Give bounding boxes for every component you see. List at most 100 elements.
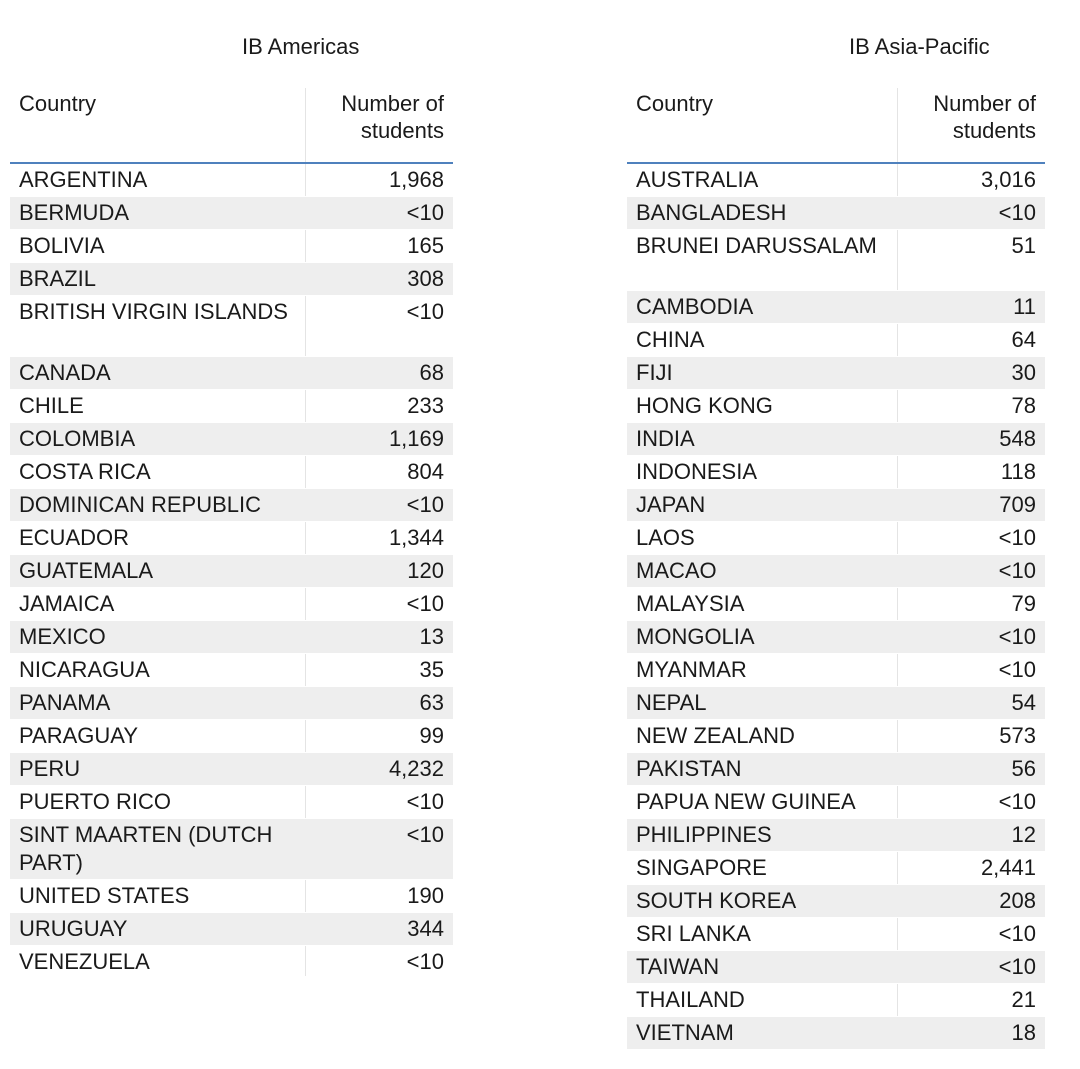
students-cell: 3,016 xyxy=(897,163,1045,197)
students-cell: 56 xyxy=(897,752,1045,786)
students-cell: <10 xyxy=(897,620,1045,654)
country-cell: BRUNEI DARUSSALAM xyxy=(627,229,897,291)
country-cell: PERU xyxy=(10,752,305,786)
students-cell: 1,344 xyxy=(305,521,453,555)
students-cell: 1,169 xyxy=(305,422,453,456)
students-cell: 308 xyxy=(305,262,453,296)
country-cell: VIETNAM xyxy=(627,1016,897,1050)
students-cell: 190 xyxy=(305,879,453,913)
students-table-americas: Country Number of students ARGENTINA 1,96… xyxy=(10,88,453,979)
country-cell: THAILAND xyxy=(627,983,897,1017)
students-cell: <10 xyxy=(897,950,1045,984)
table-row: ARGENTINA 1,968 xyxy=(10,163,453,197)
country-cell: PANAMA xyxy=(10,686,305,720)
country-cell: AUSTRALIA xyxy=(627,163,897,197)
table-row: MONGOLIA <10 xyxy=(627,620,1045,654)
table-header-row: Country Number of students xyxy=(627,88,1045,164)
country-cell: COLOMBIA xyxy=(10,422,305,456)
students-cell: 208 xyxy=(897,884,1045,918)
country-cell: BOLIVIA xyxy=(10,229,305,263)
students-cell: 804 xyxy=(305,455,453,489)
country-cell: BANGLADESH xyxy=(627,196,897,230)
country-cell: NEW ZEALAND xyxy=(627,719,897,753)
table-row: SRI LANKA <10 xyxy=(627,917,1045,951)
students-cell: <10 xyxy=(897,653,1045,687)
table-row: INDIA 548 xyxy=(627,422,1045,456)
students-cell: 2,441 xyxy=(897,851,1045,885)
table-row: BOLIVIA 165 xyxy=(10,229,453,263)
students-cell: 18 xyxy=(897,1016,1045,1050)
country-cell: LAOS xyxy=(627,521,897,555)
students-cell: 13 xyxy=(305,620,453,654)
table-row: THAILAND 21 xyxy=(627,983,1045,1017)
table-row: TAIWAN <10 xyxy=(627,950,1045,984)
students-cell: 548 xyxy=(897,422,1045,456)
students-cell: <10 xyxy=(305,945,453,979)
country-cell: SINT MAARTEN (DUTCH PART) xyxy=(10,818,305,880)
country-cell: INDONESIA xyxy=(627,455,897,489)
table-row: CAMBODIA 11 xyxy=(627,290,1045,324)
students-cell: <10 xyxy=(897,917,1045,951)
country-cell: CHINA xyxy=(627,323,897,357)
table-row: NEPAL 54 xyxy=(627,686,1045,720)
students-cell: <10 xyxy=(305,295,453,357)
table-row: BERMUDA <10 xyxy=(10,196,453,230)
table-row: BRITISH VIRGIN ISLANDS <10 xyxy=(10,295,453,357)
country-cell: PAPUA NEW GUINEA xyxy=(627,785,897,819)
table-row: PUERTO RICO <10 xyxy=(10,785,453,819)
table-row: BRUNEI DARUSSALAM 51 xyxy=(627,229,1045,291)
students-cell: 118 xyxy=(897,455,1045,489)
column-header-country: Country xyxy=(10,88,305,164)
students-cell: <10 xyxy=(305,785,453,819)
table-row: JAMAICA <10 xyxy=(10,587,453,621)
table-row: URUGUAY 344 xyxy=(10,912,453,946)
table-row: MALAYSIA 79 xyxy=(627,587,1045,621)
country-cell: MEXICO xyxy=(10,620,305,654)
country-cell: BERMUDA xyxy=(10,196,305,230)
table-row: CHILE 233 xyxy=(10,389,453,423)
students-cell: 344 xyxy=(305,912,453,946)
students-cell: <10 xyxy=(897,554,1045,588)
country-cell: BRAZIL xyxy=(10,262,305,296)
table-row: UNITED STATES 190 xyxy=(10,879,453,913)
table-row: FIJI 30 xyxy=(627,356,1045,390)
students-cell: 63 xyxy=(305,686,453,720)
country-cell: JAPAN xyxy=(627,488,897,522)
table-row: VENEZUELA <10 xyxy=(10,945,453,979)
students-cell: 51 xyxy=(897,229,1045,291)
students-cell: 12 xyxy=(897,818,1045,852)
students-cell: 35 xyxy=(305,653,453,687)
region-title: IB Asia-Pacific xyxy=(849,34,990,59)
country-cell: BRITISH VIRGIN ISLANDS xyxy=(10,295,305,357)
column-header-students: Number of students xyxy=(305,88,453,164)
table-row: BANGLADESH <10 xyxy=(627,196,1045,230)
country-cell: VENEZUELA xyxy=(10,945,305,979)
country-cell: GUATEMALA xyxy=(10,554,305,588)
students-cell: 54 xyxy=(897,686,1045,720)
students-cell: <10 xyxy=(897,785,1045,819)
country-cell: ARGENTINA xyxy=(10,163,305,197)
table-row: JAPAN 709 xyxy=(627,488,1045,522)
table-row: SOUTH KOREA 208 xyxy=(627,884,1045,918)
table-row: NICARAGUA 35 xyxy=(10,653,453,687)
country-cell: URUGUAY xyxy=(10,912,305,946)
country-cell: INDIA xyxy=(627,422,897,456)
table-row: ECUADOR 1,344 xyxy=(10,521,453,555)
table-row: SINGAPORE 2,441 xyxy=(627,851,1045,885)
table-row: AUSTRALIA 3,016 xyxy=(627,163,1045,197)
country-cell: JAMAICA xyxy=(10,587,305,621)
students-cell: 21 xyxy=(897,983,1045,1017)
table-row: PANAMA 63 xyxy=(10,686,453,720)
table-row: HONG KONG 78 xyxy=(627,389,1045,423)
table-row: COLOMBIA 1,169 xyxy=(10,422,453,456)
country-cell: NEPAL xyxy=(627,686,897,720)
country-cell: UNITED STATES xyxy=(10,879,305,913)
country-cell: HONG KONG xyxy=(627,389,897,423)
column-header-country: Country xyxy=(627,88,897,164)
students-cell: 79 xyxy=(897,587,1045,621)
table-row: VIETNAM 18 xyxy=(627,1016,1045,1050)
table-row: PHILIPPINES 12 xyxy=(627,818,1045,852)
country-cell: MALAYSIA xyxy=(627,587,897,621)
students-cell: 1,968 xyxy=(305,163,453,197)
table-row: CANADA 68 xyxy=(10,356,453,390)
